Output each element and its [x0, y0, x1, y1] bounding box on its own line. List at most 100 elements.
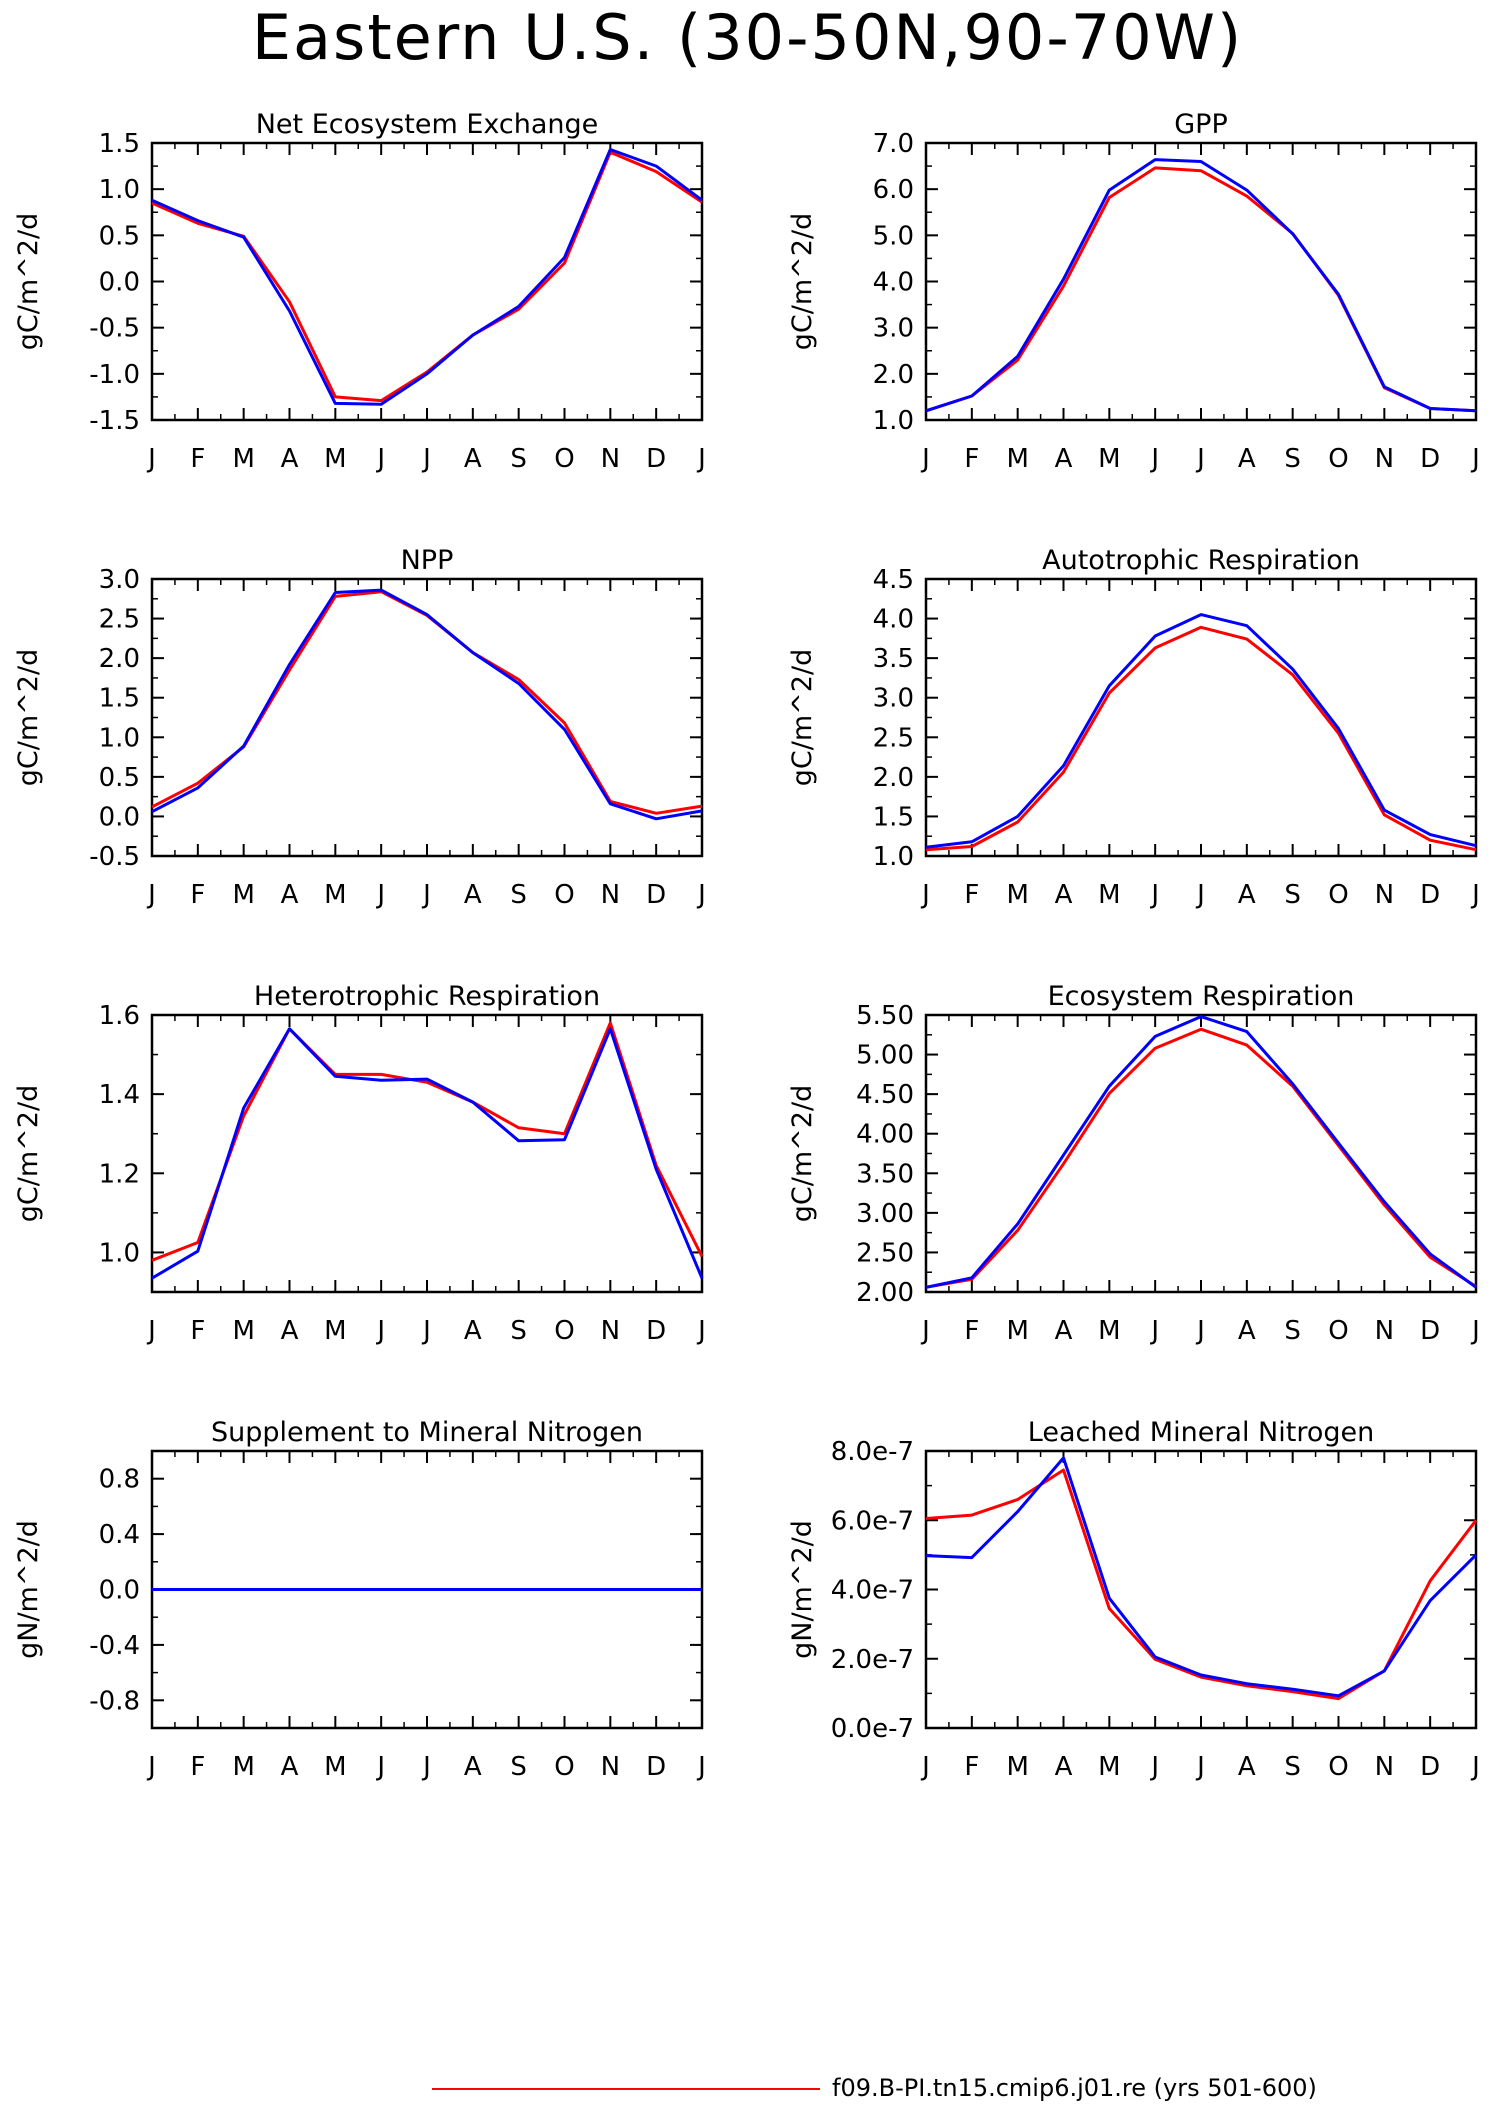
x-tick-label: N [601, 444, 620, 474]
y-tick-label: 2.50 [856, 1238, 914, 1268]
y-tick-label: 0.4 [99, 1520, 140, 1550]
y-tick-label: 8.0e-7 [831, 1437, 914, 1467]
x-tick-label: O [554, 880, 574, 910]
x-tick-label: J [421, 880, 431, 910]
x-tick-label: J [421, 1316, 431, 1346]
x-tick-label: N [601, 880, 620, 910]
x-tick-label: O [1328, 880, 1348, 910]
y-tick-label: 3.0 [873, 314, 914, 344]
x-tick-label: A [1238, 1316, 1256, 1346]
plot-frame [924, 1449, 1478, 1730]
y-tick-label: 5.00 [856, 1041, 914, 1071]
x-tick-label: J [1195, 880, 1205, 910]
y-tick-label: 1.6 [99, 1001, 140, 1031]
x-tick-label: J [375, 1752, 385, 1782]
x-tick-label: S [510, 444, 527, 474]
x-tick-label: F [964, 880, 979, 910]
y-tick-label: 1.0 [873, 406, 914, 436]
series-line-red [151, 1021, 704, 1262]
y-tick-label: 3.0 [873, 684, 914, 714]
x-tick-label: M [324, 444, 346, 474]
y-tick-label: 7.0 [873, 129, 914, 159]
x-tick-label: D [1420, 1752, 1440, 1782]
y-tick-label: 0.5 [99, 221, 140, 251]
x-tick-label: N [1375, 444, 1394, 474]
y-tick-label: 2.5 [99, 605, 140, 635]
x-tick-label: M [1006, 1316, 1028, 1346]
x-tick-label: S [510, 1316, 527, 1346]
x-tick-label: O [1328, 444, 1348, 474]
x-tick-label: A [1055, 880, 1073, 910]
y-axis-label: gC/m^2/d [787, 213, 818, 350]
x-tick-label: M [1006, 880, 1028, 910]
y-axis-label: gC/m^2/d [787, 649, 818, 786]
y-tick-label: 1.5 [873, 802, 914, 832]
main-title: Eastern U.S. (30-50N,90-70W) [251, 1, 1244, 74]
y-tick-label: 5.50 [856, 1001, 914, 1031]
x-tick-label: M [324, 880, 346, 910]
x-tick-label: M [232, 880, 254, 910]
y-tick-label: 6.0 [873, 175, 914, 205]
x-tick-label: D [1420, 880, 1440, 910]
x-tick-label: M [1098, 444, 1120, 474]
x-tick-label: J [1195, 1752, 1205, 1782]
x-tick-label: D [646, 1316, 666, 1346]
x-tick-label: N [1375, 880, 1394, 910]
x-tick-label: J [1470, 1752, 1480, 1782]
y-tick-label: 0.0e-7 [831, 1714, 914, 1744]
y-tick-label: -0.5 [89, 842, 140, 872]
x-tick-label: A [1055, 1316, 1073, 1346]
x-tick-label: J [1470, 880, 1480, 910]
x-tick-label: M [232, 444, 254, 474]
x-tick-label: M [1006, 1752, 1028, 1782]
x-tick-label: F [190, 880, 205, 910]
x-tick-label: O [554, 1752, 574, 1782]
y-tick-label: 2.00 [856, 1278, 914, 1308]
x-tick-label: J [696, 880, 706, 910]
x-tick-label: J [1470, 1316, 1480, 1346]
x-tick-label: S [510, 880, 527, 910]
y-tick-label: 4.00 [856, 1120, 914, 1150]
x-tick-label: D [1420, 1316, 1440, 1346]
y-tick-label: -0.4 [89, 1631, 140, 1661]
panel-title: Autotrophic Respiration [1042, 545, 1360, 576]
x-tick-label: O [1328, 1316, 1348, 1346]
y-tick-label: 2.0 [873, 360, 914, 390]
series-line-blue [925, 1456, 1478, 1698]
x-tick-label: O [554, 1316, 574, 1346]
series-line-blue [925, 1015, 1477, 1289]
x-tick-label: A [1238, 1752, 1256, 1782]
x-tick-label: J [920, 1752, 930, 1782]
x-tick-label: J [1149, 444, 1159, 474]
series-line-red [925, 166, 1477, 413]
y-tick-label: 4.0 [873, 268, 914, 298]
x-tick-label: J [1149, 1316, 1159, 1346]
x-tick-label: F [190, 1316, 205, 1346]
x-tick-label: O [1328, 1752, 1348, 1782]
x-tick-label: J [375, 444, 385, 474]
x-tick-label: N [601, 1752, 620, 1782]
x-tick-label: M [1098, 1316, 1120, 1346]
legend-label: f09.B-PI.tn15.cmip6.j01.re (yrs 501-600) [832, 2074, 1317, 2102]
x-tick-label: J [920, 880, 930, 910]
y-tick-label: 0.0 [99, 1576, 140, 1606]
x-tick-label: S [1284, 444, 1301, 474]
y-tick-label: 1.0 [873, 842, 914, 872]
x-tick-label: M [1098, 880, 1120, 910]
x-tick-label: D [646, 880, 666, 910]
x-tick-label: A [1238, 444, 1256, 474]
y-tick-label: 0.5 [99, 763, 140, 793]
x-tick-label: J [375, 880, 385, 910]
panel-title: Leached Mineral Nitrogen [1028, 1417, 1374, 1448]
x-tick-label: A [1238, 880, 1256, 910]
x-tick-label: A [464, 1752, 482, 1782]
x-tick-label: J [146, 880, 156, 910]
y-tick-label: 3.50 [856, 1159, 914, 1189]
y-tick-label: 4.0e-7 [831, 1576, 914, 1606]
x-tick-label: J [421, 444, 431, 474]
